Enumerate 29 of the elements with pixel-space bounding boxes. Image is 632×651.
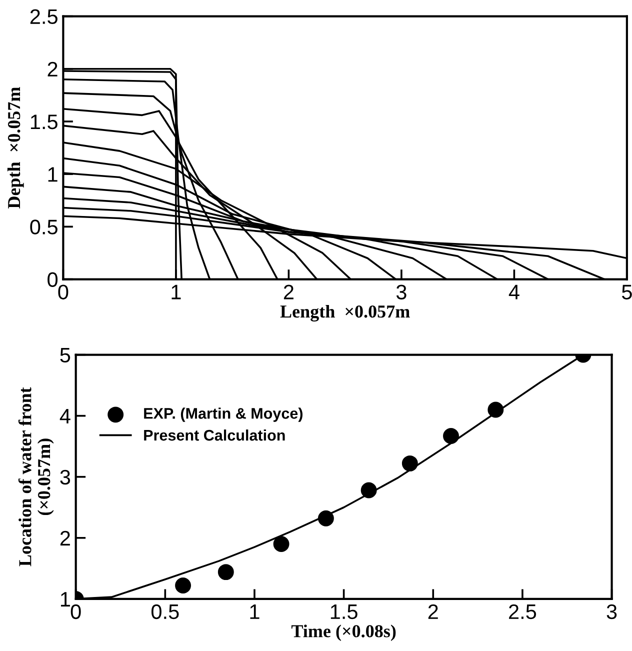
y-tick-label: 5 [60,348,70,363]
x-tick-label: 2 [428,604,438,619]
x-axis-title: Length ×0.057m [280,304,410,322]
y-tick-label: 2 [60,530,70,546]
y-tick-label: 2.5 [30,9,58,24]
y-tick-label: 1 [60,592,70,606]
x-tick-label: 3 [396,284,406,300]
x-tick-label: 5 [622,284,632,300]
x-axis-title: Time (×0.08s) [291,624,396,641]
y-tick-label: 1 [48,167,58,182]
x-tick-label: 1.5 [330,604,358,620]
x-tick-label: 2.5 [509,604,536,620]
y-axis-title: Depth ×0.057m [7,87,24,209]
y-tick-label: 0.5 [30,220,58,234]
x-tick-label: 4 [508,284,520,300]
x-tick-label: 0 [70,604,81,620]
x-tick-label: 3 [606,604,617,620]
y-tick-label: 3 [60,470,70,485]
y-tick-label: 0 [48,272,58,288]
x-tick-label: 0.5 [151,604,179,620]
x-tick-label: 2 [284,284,294,300]
x-tick-label: 1 [172,284,181,300]
y-axis-title: Location of water front (×0.057m) [18,387,54,566]
y-tick-label: 1.5 [30,114,58,130]
y-tick-label: 2 [48,62,58,76]
legend-label: Present Calculation [144,429,285,441]
legend-label: EXP. (Martin & Moyce) [144,408,302,422]
x-tick-label: 1 [250,604,260,619]
y-tick-label: 4 [60,409,70,424]
